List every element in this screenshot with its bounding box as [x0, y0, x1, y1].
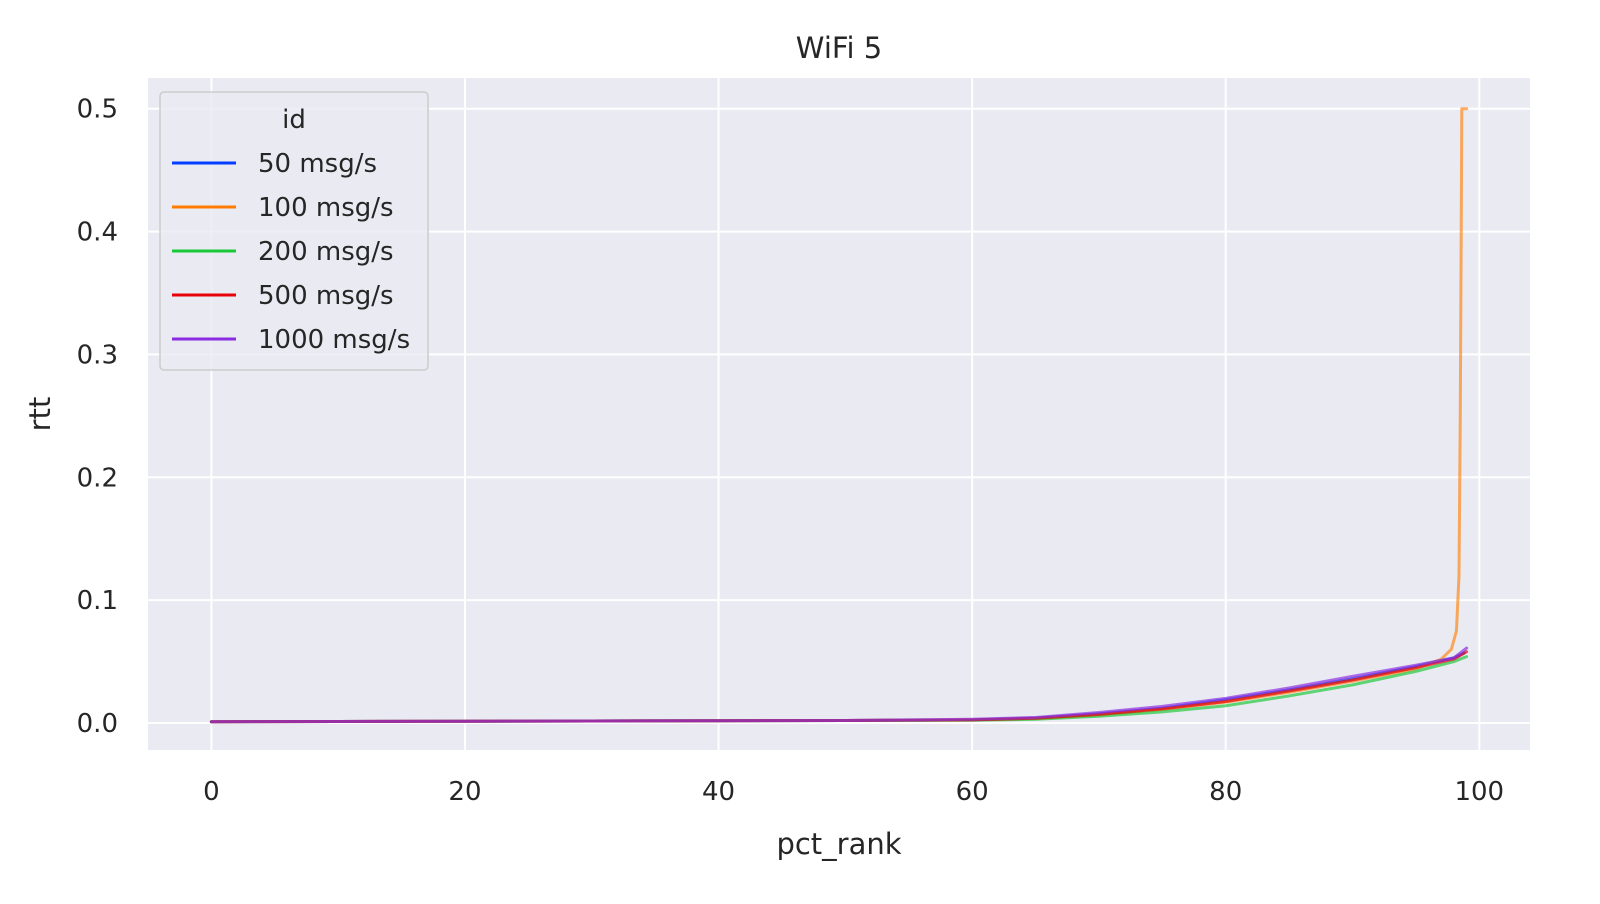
x-tick-label: 80 [1209, 777, 1242, 807]
x-tick-label: 100 [1454, 777, 1504, 807]
legend-label-5: 1000 msg/s [258, 325, 410, 355]
series-line-5 [209, 646, 1469, 724]
y-tick-label: 0.5 [77, 95, 118, 125]
y-tick-label: 0.1 [77, 586, 118, 616]
legend-items: 50 msg/s 100 msg/s 200 msg/s 500 msg/s 1000 … [172, 149, 410, 355]
legend-label-4: 500 msg/s [258, 281, 394, 311]
legend-label-2: 100 msg/s [258, 193, 394, 223]
y-tick-label: 0.2 [77, 463, 118, 493]
grid-lines [148, 78, 1530, 750]
series-lines [209, 107, 1469, 724]
x-tick-label: 0 [203, 777, 220, 807]
x-axis-label: pct_rank [776, 827, 901, 861]
tick-labels: 0 20 40 60 80 100 0.0 0.1 0.2 0.3 0.4 0.5 [77, 95, 1504, 807]
legend-title: id [282, 105, 306, 135]
x-tick-label: 20 [448, 777, 481, 807]
y-axis-label: rtt [23, 397, 57, 432]
y-tick-label: 0.4 [77, 218, 118, 248]
legend: id 50 msg/s 100 msg/s 200 msg/s 500 msg/s 10… [159, 91, 429, 371]
legend-label-3: 200 msg/s [258, 237, 394, 267]
legend-label-1: 50 msg/s [258, 149, 377, 179]
x-tick-label: 40 [702, 777, 735, 807]
chart-title: WiFi 5 [796, 31, 882, 65]
x-tick-label: 60 [956, 777, 989, 807]
y-tick-label: 0.0 [77, 709, 118, 739]
y-tick-label: 0.3 [77, 340, 118, 370]
